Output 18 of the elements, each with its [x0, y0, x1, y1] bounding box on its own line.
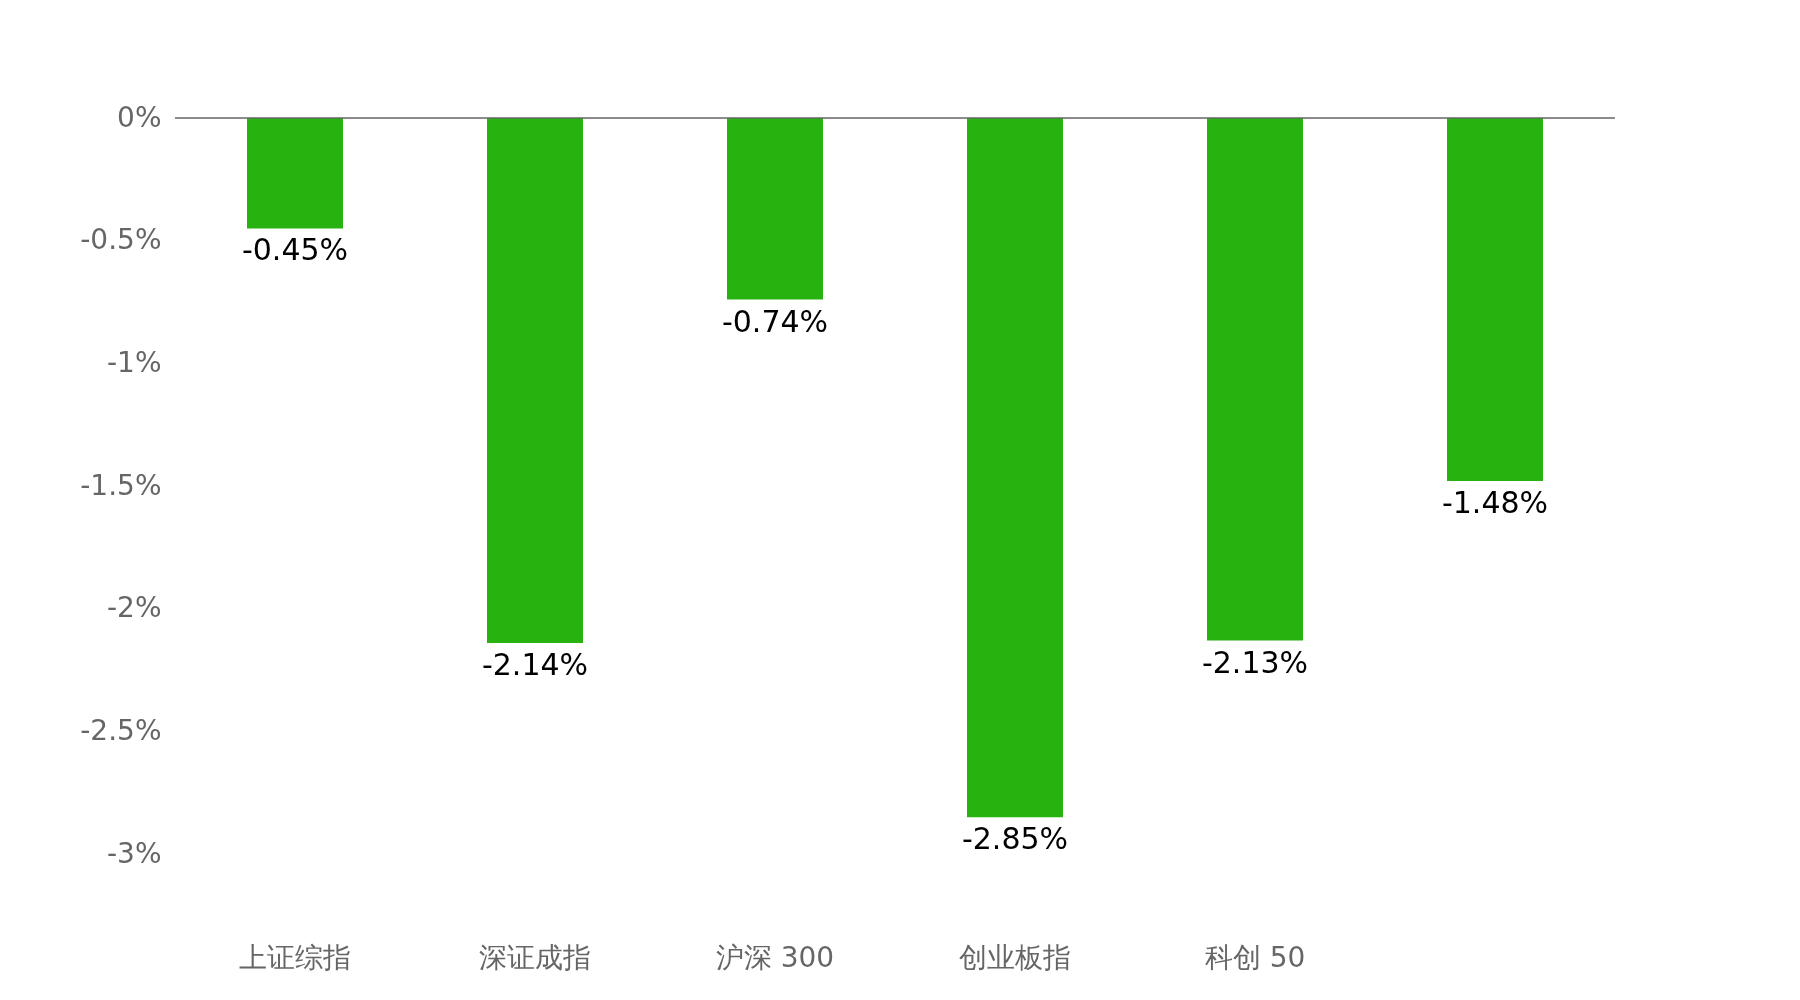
data-label: -2.13% — [1201, 644, 1309, 680]
x-tick-label: 创业板指 — [959, 940, 1071, 974]
y-tick-label: -3% — [106, 836, 162, 870]
y-tick-label: -0.5% — [80, 223, 162, 257]
x-tick-label: 上证综指 — [239, 940, 351, 974]
x-tick-label: 科创 50 — [1204, 940, 1306, 974]
x-tick-label: 沪深 300 — [715, 940, 835, 974]
data-label: -2.85% — [961, 821, 1069, 857]
x-tick-label: 深证成指 — [479, 940, 591, 974]
y-tick-label: 0% — [117, 100, 162, 134]
y-tick-label: -2% — [106, 591, 162, 625]
y-tick-label: -2.5% — [80, 713, 162, 747]
y-tick-label: -1% — [106, 345, 162, 379]
data-label: -0.45% — [241, 232, 349, 268]
data-label: -0.74% — [721, 303, 829, 339]
data-label: -1.48% — [1441, 485, 1549, 521]
data-label: -2.14% — [481, 647, 589, 683]
y-tick-label: -1.5% — [80, 468, 162, 502]
